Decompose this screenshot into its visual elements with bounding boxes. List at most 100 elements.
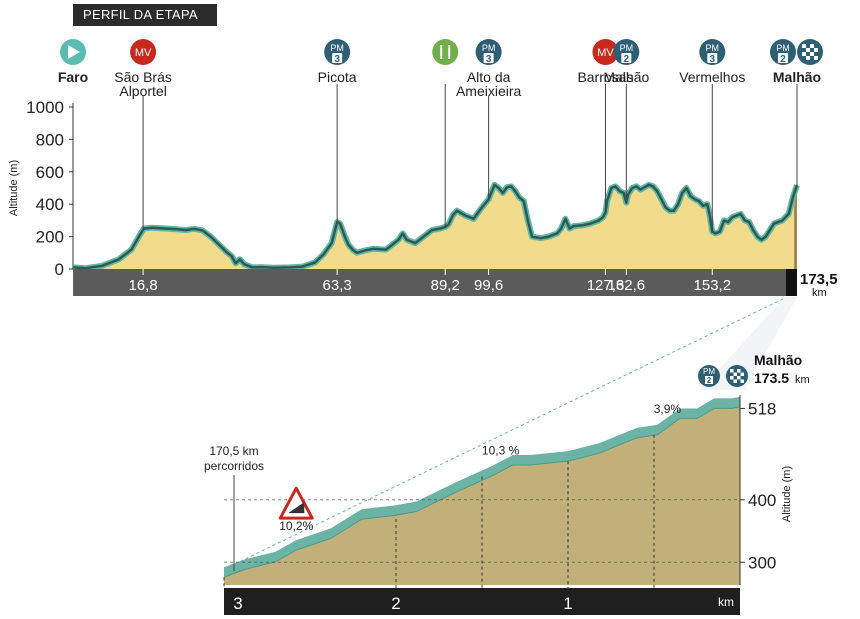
y-axis-label: Altitude (m): [8, 160, 20, 216]
y-tick-label: 1000: [26, 98, 64, 117]
gradient-label: 3,9%: [654, 402, 682, 416]
y-tick-label: 200: [36, 228, 64, 247]
slope-glyph-icon: [288, 502, 305, 514]
pm-category: 3: [710, 54, 716, 65]
checkered-flag-icon: [806, 48, 810, 52]
km-label: 127,6: [587, 277, 625, 294]
checkered-flag-icon: [810, 52, 814, 56]
feed-zone-badge: [432, 39, 459, 65]
gradient-label: 10,2%: [279, 519, 313, 533]
start-note-line1: 170,5 km: [209, 444, 258, 458]
climb-km-unit: km: [718, 595, 734, 609]
y-tick-label: 400: [36, 195, 64, 214]
waypoint-name: Faro: [58, 69, 88, 85]
waypoint-name: Alto da: [467, 69, 511, 85]
climb-km-label: 2: [391, 594, 400, 613]
climb-km-label: 3: [233, 594, 242, 613]
y-tick-label: 0: [55, 260, 64, 279]
km-label: 132,6: [608, 277, 646, 294]
climb-km-label: 1: [563, 594, 572, 613]
pm-category-box: [621, 53, 632, 63]
finish-km-label: 173,5: [800, 271, 838, 288]
summit-pm-label: PM: [703, 367, 715, 376]
profile-line: [72, 183, 799, 270]
pm-category: 3: [486, 54, 492, 65]
y-tick-label: 800: [36, 130, 64, 149]
pm-badge: [699, 39, 726, 65]
summit-km: 173.5: [754, 370, 789, 386]
checkered-flag-icon: [733, 372, 737, 376]
fork-icon: [440, 45, 443, 59]
profile-area: [73, 184, 797, 269]
pm-badge: [613, 39, 640, 65]
climb-profile: 300 400 518 Altitude (m) 3 2 1 km 170,5 kmpercor…: [204, 297, 810, 615]
checkered-flag-icon: [810, 44, 814, 48]
checkered-flag-icon: [740, 372, 744, 376]
mv-badge: [130, 39, 157, 65]
km-label: 63,3: [323, 277, 352, 294]
summit-pm-category: 2: [707, 376, 712, 385]
pm-badge-label: PM: [706, 43, 720, 53]
climb-y-tick-label: 300: [748, 553, 776, 572]
pm-category-box: [483, 53, 494, 63]
steep-warning-icon: [278, 486, 314, 520]
checkered-flag-icon: [730, 369, 734, 373]
start-note-line2: percorridos: [204, 459, 264, 473]
waypoint-name: Ameixieira: [456, 83, 522, 99]
gradient-label: 10,3 %: [482, 444, 520, 458]
pm-badge-label: PM: [330, 43, 344, 53]
mv-badge-label: MV: [597, 47, 614, 59]
pm-category-box: [778, 53, 788, 63]
km-label: 89,2: [431, 277, 460, 294]
checkered-flag-icon: [814, 56, 818, 60]
climb-y-axis-label: Altitude (m): [781, 466, 793, 522]
pm-badge-label: PM: [482, 43, 496, 53]
checkered-flag-icon: [740, 379, 744, 383]
y-tick-label: 600: [36, 163, 64, 182]
checkered-flag-icon: [737, 369, 741, 373]
waypoint-name: Barrosas: [577, 69, 633, 85]
checkered-flag-icon: [802, 52, 806, 56]
checkered-flag-icon: [737, 376, 741, 380]
pm-category-box: [707, 53, 718, 63]
checkered-flag-icon: [730, 376, 734, 380]
finish-climb-shade: [794, 185, 797, 269]
waypoint-name: São Brás: [114, 69, 172, 85]
climb-y-tick-label: 518: [748, 399, 776, 418]
mv-badge-label: MV: [135, 47, 152, 59]
start-arrow-icon: [68, 45, 80, 59]
zoom-beam: [700, 297, 797, 390]
finish-km-unit: km: [812, 287, 827, 299]
waypoint-name: Malhão: [773, 69, 821, 85]
climb-y-tick-label: 400: [748, 491, 776, 510]
waypoint-name: Picota: [318, 69, 357, 85]
knife-icon: [448, 45, 451, 59]
main-profile: 0 200 400 600 800 1000 Altitude (m) 16,8 63,3 89,…: [8, 98, 838, 299]
pm-badge: [324, 39, 351, 65]
pm-badge: [770, 39, 796, 65]
pm-category: 2: [780, 54, 786, 65]
summit-name: Malhão: [754, 352, 802, 368]
checkered-flag-icon: [733, 379, 737, 383]
climb-km-bar: [224, 588, 740, 615]
checkered-flag-icon: [814, 48, 818, 52]
waypoint-name: Alportel: [119, 83, 166, 99]
pm-category: 3: [334, 54, 340, 65]
pm-category: 2: [624, 54, 630, 65]
checkered-flag-icon: [806, 56, 810, 60]
waypoint-name: Vermelhos: [679, 69, 745, 85]
km-label: 153,2: [694, 277, 732, 294]
climb-top-band: [224, 396, 740, 578]
pm-category-box: [332, 53, 343, 63]
pm-badge-label: PM: [620, 43, 634, 53]
km-label: 16,8: [129, 277, 158, 294]
zoom-line-left: [223, 297, 786, 570]
summit-pm-category-box: [705, 376, 713, 384]
pm-badge: [475, 39, 502, 65]
summit-km-unit: km: [795, 374, 810, 386]
waypoint-name: Malhão: [603, 69, 649, 85]
mv-badge: [592, 39, 619, 65]
pm-badge-label: PM: [776, 43, 790, 53]
km-bar: [73, 269, 797, 296]
